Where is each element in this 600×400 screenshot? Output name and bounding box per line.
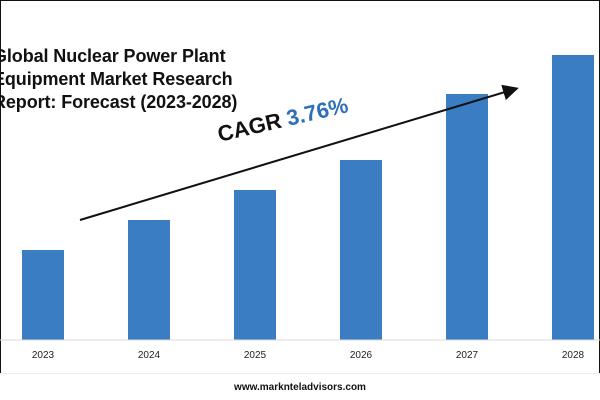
x-tick-label: 2026 xyxy=(350,350,373,361)
trend-arrow xyxy=(79,84,519,221)
x-tick-label: 2025 xyxy=(244,350,267,361)
chart-title-line: Report: Forecast (2023-2028) xyxy=(0,92,238,112)
chart-title: Global Nuclear Power Plant Equipment Mar… xyxy=(0,45,253,114)
x-tick-label: 2024 xyxy=(138,350,161,361)
bar-2028 xyxy=(552,55,594,340)
footer: www.marknteladvisors.com xyxy=(0,373,600,400)
bar-2023 xyxy=(22,250,64,340)
x-tick-label: 2023 xyxy=(32,350,55,361)
x-tick-label: 2027 xyxy=(456,350,479,361)
bar-2026 xyxy=(340,160,382,340)
bar-2025 xyxy=(234,190,276,340)
chart-title-line: Global Nuclear Power Plant xyxy=(0,46,226,66)
website-link[interactable]: www.marknteladvisors.com xyxy=(234,382,366,393)
chart-title-line: Equipment Market Research xyxy=(0,69,233,89)
bar-2024 xyxy=(128,220,170,340)
x-tick-label: 2028 xyxy=(562,350,585,361)
bar-2027 xyxy=(446,94,488,340)
